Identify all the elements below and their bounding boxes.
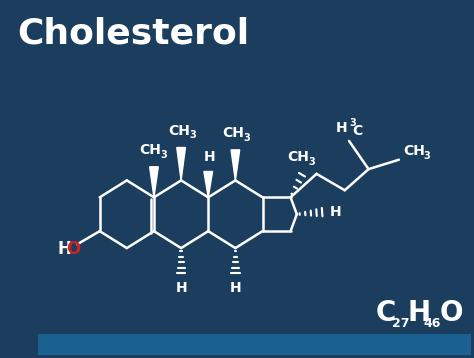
- Text: H: H: [229, 281, 241, 295]
- Text: 27: 27: [392, 317, 410, 330]
- Text: CH: CH: [222, 126, 244, 140]
- Text: H: H: [175, 281, 187, 295]
- Text: C: C: [376, 299, 396, 327]
- Text: H: H: [330, 205, 342, 219]
- Text: CH: CH: [403, 144, 425, 158]
- Polygon shape: [177, 147, 185, 180]
- Text: H: H: [335, 121, 347, 135]
- Text: 3: 3: [349, 118, 356, 128]
- Text: H: H: [57, 240, 71, 257]
- Polygon shape: [204, 171, 212, 197]
- Text: CH: CH: [139, 143, 162, 157]
- Text: 3: 3: [161, 150, 167, 160]
- Text: 3: 3: [424, 150, 430, 160]
- Text: 3: 3: [308, 156, 315, 166]
- Text: CH: CH: [287, 150, 310, 164]
- Text: 3: 3: [189, 130, 196, 140]
- Text: O: O: [66, 240, 80, 257]
- Text: Cholesterol: Cholesterol: [17, 16, 249, 50]
- Text: H: H: [204, 150, 216, 164]
- Text: H: H: [407, 299, 430, 327]
- Text: 3: 3: [243, 133, 250, 142]
- Text: C: C: [353, 124, 363, 137]
- Text: O: O: [440, 299, 464, 327]
- FancyBboxPatch shape: [38, 334, 471, 358]
- Text: CH: CH: [168, 124, 190, 138]
- Polygon shape: [231, 150, 240, 180]
- Polygon shape: [150, 167, 158, 197]
- Text: 46: 46: [424, 317, 441, 330]
